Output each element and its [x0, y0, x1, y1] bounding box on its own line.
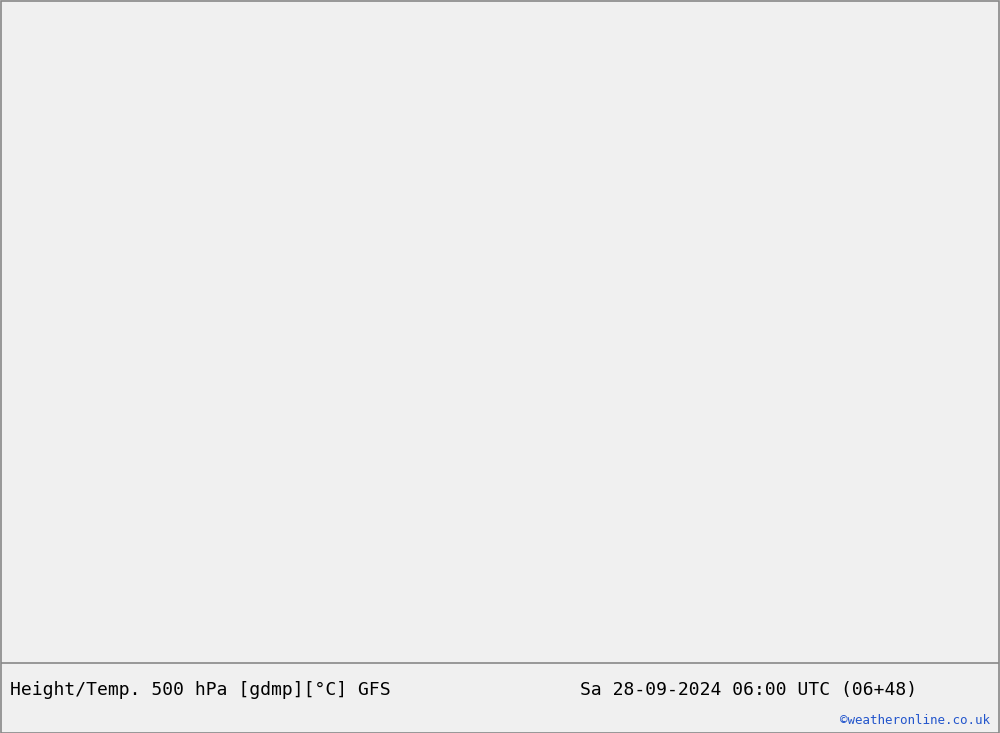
- Text: Sa 28-09-2024 06:00 UTC (06+48): Sa 28-09-2024 06:00 UTC (06+48): [580, 681, 917, 699]
- Text: ©weatheronline.co.uk: ©weatheronline.co.uk: [840, 715, 990, 727]
- Text: Height/Temp. 500 hPa [gdmp][°C] GFS: Height/Temp. 500 hPa [gdmp][°C] GFS: [10, 681, 391, 699]
